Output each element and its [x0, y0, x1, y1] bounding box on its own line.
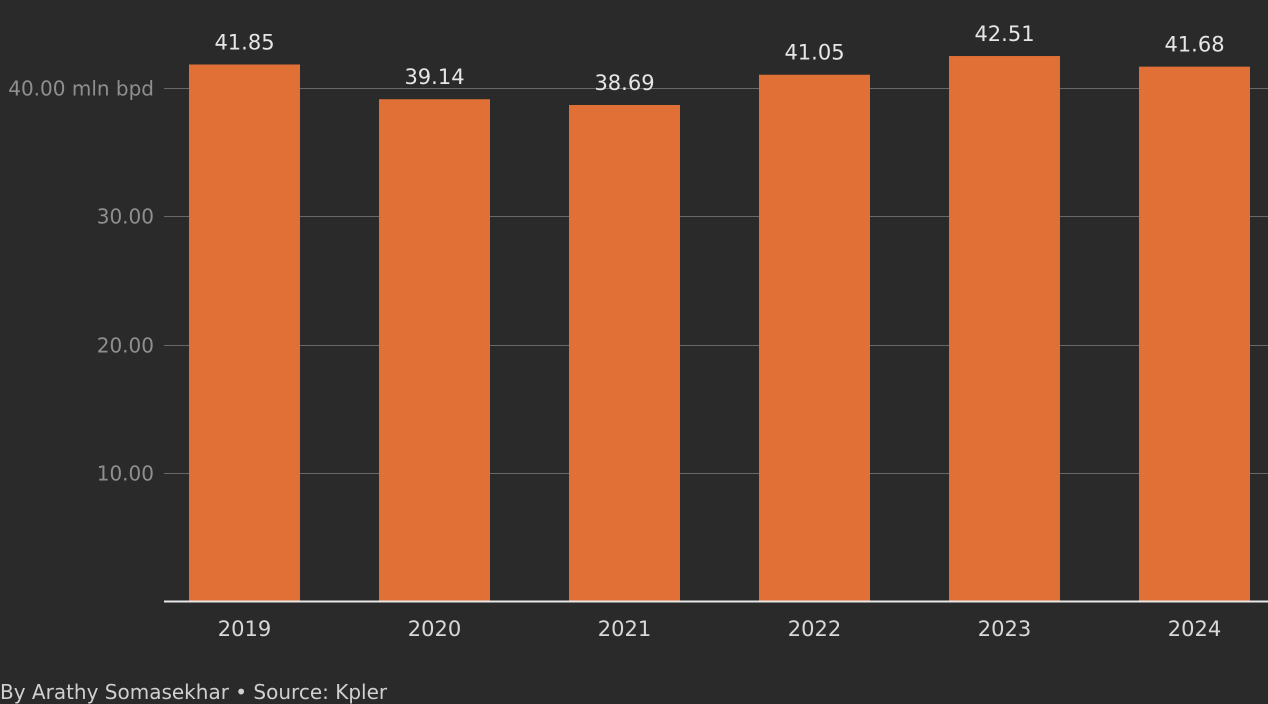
x-tick-label: 2023 — [978, 617, 1031, 641]
y-tick-label: 10.00 — [97, 462, 154, 486]
value-label: 41.85 — [214, 30, 274, 54]
bar-2019 — [189, 64, 300, 601]
bars-layer — [189, 56, 1250, 602]
value-label: 38.69 — [594, 71, 654, 95]
value-label: 41.05 — [784, 41, 844, 65]
y-tick-label: 40.00 mln bpd — [8, 77, 154, 101]
x-tick-label: 2019 — [218, 617, 271, 641]
x-tick-label: 2021 — [598, 617, 651, 641]
bar-2020 — [379, 99, 490, 602]
labels-layer: 10.00 20.00 30.00 40.00 mln bpd 41.85 2019 39.… — [8, 22, 1224, 641]
bar-2023 — [949, 56, 1060, 602]
x-tick-label: 2022 — [788, 617, 841, 641]
bar-2022 — [759, 74, 870, 601]
y-tick-label: 20.00 — [97, 334, 154, 358]
credit-line: By Arathy Somasekhar • Source: Kpler — [0, 680, 388, 704]
grid-layer — [164, 88, 1268, 474]
x-tick-label: 2024 — [1168, 617, 1221, 641]
value-label: 42.51 — [974, 22, 1034, 46]
y-tick-label: 30.00 — [97, 205, 154, 229]
x-tick-label: 2020 — [408, 617, 461, 641]
bar-2024 — [1139, 66, 1250, 601]
value-label: 41.68 — [1164, 33, 1224, 57]
value-label: 39.14 — [404, 65, 464, 89]
bar-2021 — [569, 104, 680, 601]
